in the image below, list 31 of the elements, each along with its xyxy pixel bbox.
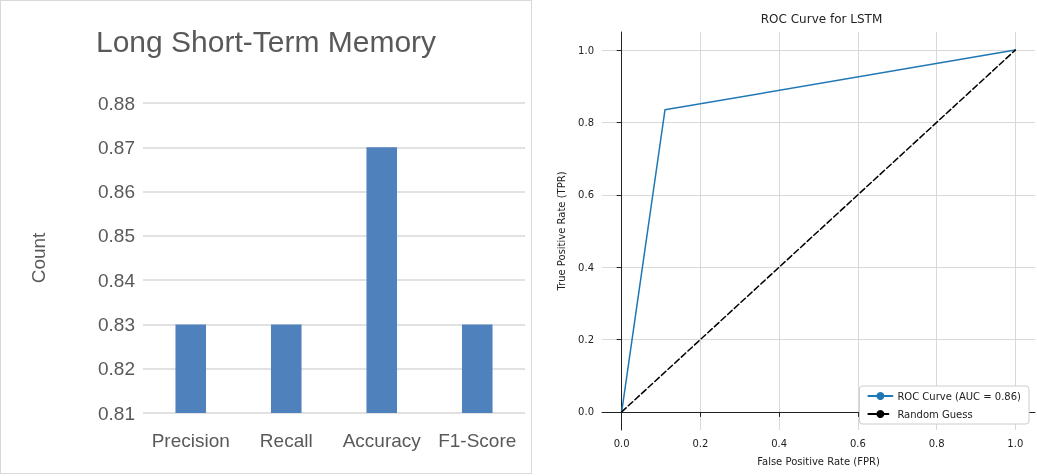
x-tick-label: Precision	[151, 430, 230, 451]
y-tick-label: 0.8	[578, 116, 594, 128]
x-axis-title: False Positive Rate (FPR)	[757, 455, 880, 467]
x-tick-label: Recall	[259, 430, 313, 451]
chart-title: Long Short-Term Memory	[95, 24, 437, 58]
y-tick-label: 0.83	[98, 313, 135, 335]
y-tick-label: 0.86	[98, 181, 135, 203]
x-tick-label: 0.0	[613, 437, 630, 449]
y-tick-label: 0.81	[98, 402, 135, 424]
y-tick-label: 0.82	[98, 358, 135, 380]
legend-label: Random Guess	[897, 408, 973, 420]
chart-title: ROC Curve for LSTM	[760, 12, 883, 26]
x-tick-label: 0.6	[849, 437, 866, 449]
y-tick-label: 1.0	[578, 44, 594, 56]
y-tick-label: 0.4	[578, 261, 594, 273]
legend-label: ROC Curve (AUC = 0.86)	[897, 390, 1022, 402]
y-axis-title: True Positive Rate (TPR)	[555, 171, 567, 292]
y-tick-label: 0.84	[98, 269, 136, 291]
x-tick-label: 0.2	[692, 437, 709, 449]
y-tick-label: 0.2	[578, 334, 594, 346]
y-tick-label: 0.88	[98, 92, 135, 114]
y-tick-label: 0.6	[578, 189, 594, 201]
y-tick-label: 0.87	[98, 136, 135, 158]
y-axis-title: Count	[28, 231, 49, 284]
y-tick-label: 0.85	[98, 225, 135, 247]
x-tick-label: F1-Score	[438, 430, 517, 451]
y-tick-label: 0.0	[578, 406, 594, 418]
x-tick-label: 0.8	[928, 437, 945, 449]
x-tick-label: 0.4	[771, 437, 788, 449]
x-tick-label: Accuracy	[342, 430, 422, 451]
x-tick-label: 1.0	[1007, 437, 1024, 449]
